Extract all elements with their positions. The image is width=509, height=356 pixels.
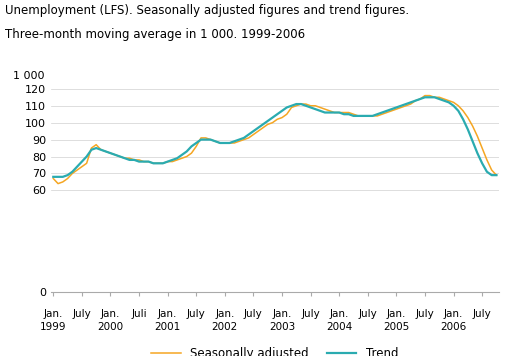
Seasonally adjusted	[241, 137, 247, 142]
Trend	[164, 159, 171, 164]
Seasonally adjusted	[131, 158, 137, 162]
Text: July: July	[244, 309, 263, 319]
Seasonally adjusted	[493, 173, 499, 177]
Text: 1 000: 1 000	[13, 71, 44, 81]
Line: Trend: Trend	[53, 97, 496, 177]
Text: Jan.: Jan.	[444, 309, 463, 319]
Text: Jan.: Jan.	[44, 309, 63, 319]
Text: 2004: 2004	[326, 323, 352, 333]
Text: 2001: 2001	[155, 323, 181, 333]
Text: July: July	[415, 309, 434, 319]
Seasonally adjusted	[50, 176, 56, 180]
Trend	[236, 137, 242, 142]
Seasonally adjusted	[55, 182, 61, 186]
Text: Three-month moving average in 1 000. 1999-2006: Three-month moving average in 1 000. 199…	[5, 28, 305, 42]
Text: July: July	[358, 309, 377, 319]
Seasonally adjusted	[169, 159, 176, 164]
Text: Unemployment (LFS). Seasonally adjusted figures and trend figures.: Unemployment (LFS). Seasonally adjusted …	[5, 4, 409, 17]
Text: 2005: 2005	[383, 323, 410, 333]
Text: 1999: 1999	[40, 323, 67, 333]
Text: July: July	[473, 309, 492, 319]
Seasonally adjusted	[322, 107, 328, 111]
Line: Seasonally adjusted: Seasonally adjusted	[53, 96, 496, 184]
Seasonally adjusted	[388, 109, 394, 113]
Text: Jan.: Jan.	[215, 309, 235, 319]
Text: 2002: 2002	[212, 323, 238, 333]
Text: 2000: 2000	[97, 323, 124, 333]
Trend	[422, 95, 428, 99]
Text: Jan.: Jan.	[101, 309, 120, 319]
Text: Jan.: Jan.	[329, 309, 349, 319]
Seasonally adjusted	[227, 141, 233, 145]
Trend	[317, 109, 323, 113]
Trend	[493, 173, 499, 177]
Seasonally adjusted	[422, 94, 428, 98]
Text: July: July	[72, 309, 91, 319]
Text: July: July	[187, 309, 206, 319]
Text: Jan.: Jan.	[158, 309, 177, 319]
Text: 2006: 2006	[440, 323, 467, 333]
Legend: Seasonally adjusted, Trend: Seasonally adjusted, Trend	[147, 342, 403, 356]
Trend	[384, 109, 390, 113]
Trend	[126, 158, 132, 162]
Trend	[50, 175, 56, 179]
Trend	[222, 141, 228, 145]
Text: July: July	[301, 309, 320, 319]
Text: Jan.: Jan.	[387, 309, 406, 319]
Text: 2003: 2003	[269, 323, 295, 333]
Text: Jan.: Jan.	[272, 309, 292, 319]
Text: Juli: Juli	[131, 309, 147, 319]
